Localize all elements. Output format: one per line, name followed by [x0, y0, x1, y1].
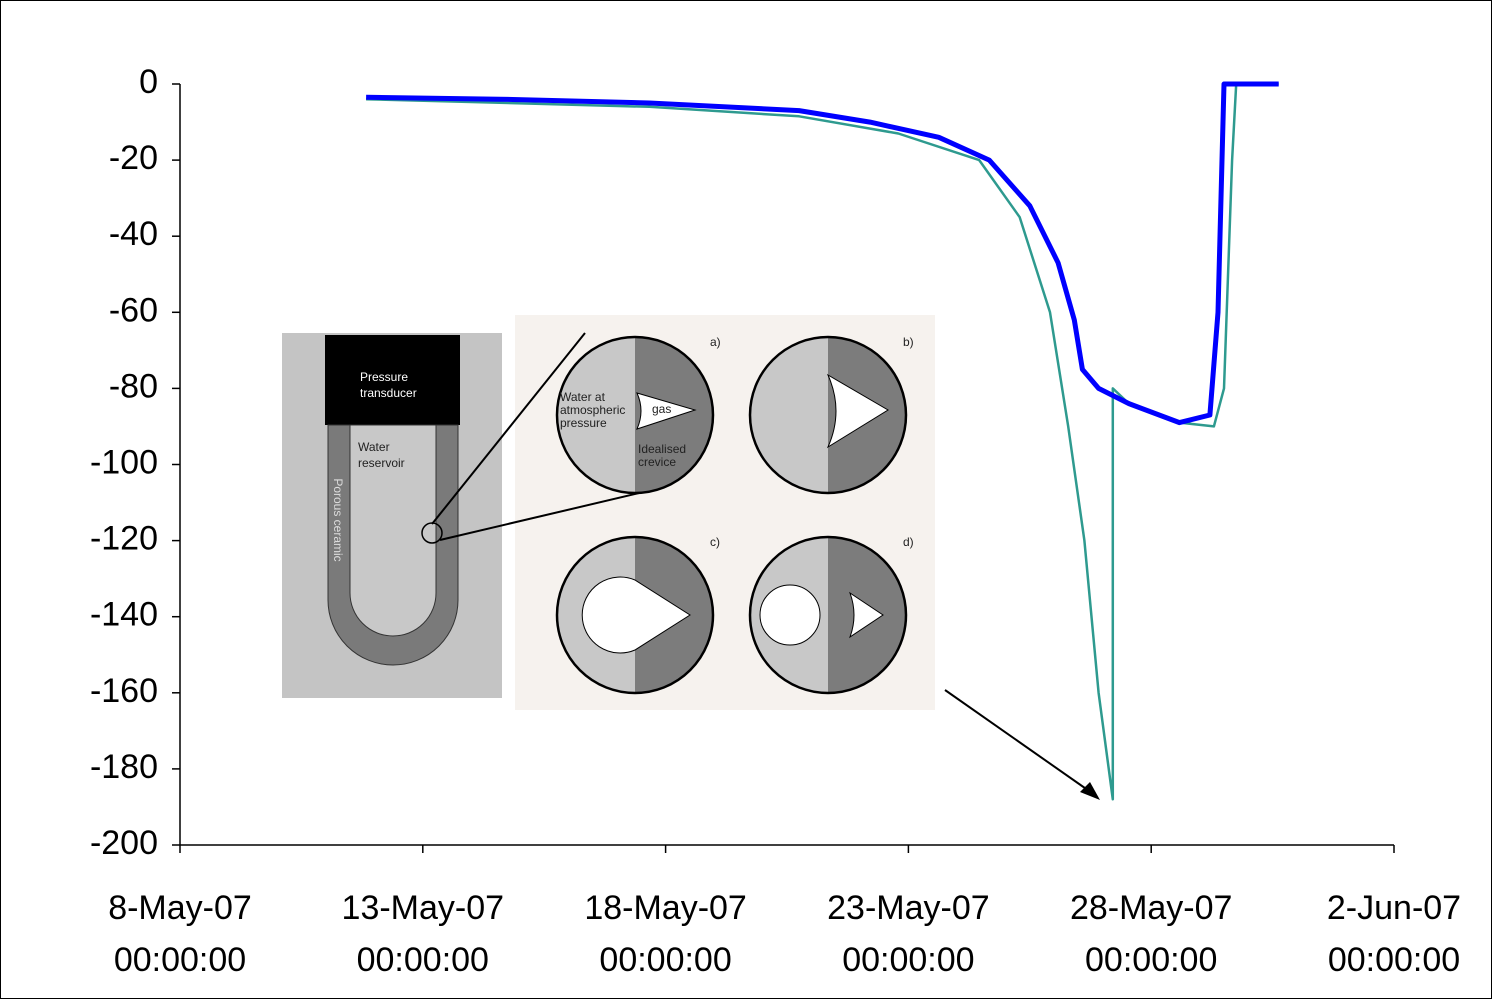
- inset-label: Pressure: [360, 370, 408, 384]
- gas: [849, 591, 884, 639]
- inset-label: Idealised: [638, 442, 686, 456]
- pore-outline: [555, 335, 715, 495]
- y-tick-label: -100: [90, 443, 158, 481]
- x-tick-label: 00:00:00: [1085, 941, 1217, 979]
- y-tick-label: -40: [109, 215, 158, 253]
- bubble: [759, 584, 821, 646]
- x-tick-label: 2-Jun-07: [1327, 889, 1461, 927]
- x-tick-label: 13-May-07: [342, 889, 505, 927]
- pore-outline: [555, 535, 715, 695]
- y-tick-label: -180: [90, 748, 158, 786]
- y-tick-label: -200: [90, 824, 158, 862]
- gas: [826, 373, 889, 449]
- annotation-arrow: [944, 689, 1093, 794]
- x-tick-label: 00:00:00: [842, 941, 974, 979]
- zoom-line: [431, 332, 586, 525]
- y-tick-label: 0: [139, 63, 158, 101]
- y-tick-label: -20: [109, 139, 158, 177]
- inset-label: Water: [358, 440, 390, 454]
- transducer-box: [325, 335, 460, 425]
- inset-label: transducer: [360, 386, 417, 400]
- inset-label: gas: [652, 402, 671, 416]
- y-tick-label: -160: [90, 672, 158, 710]
- zoom-line: [439, 489, 653, 541]
- pore-outline: [748, 535, 908, 695]
- y-tick-label: -60: [109, 291, 158, 329]
- series-line: [366, 82, 1279, 801]
- inset-label: Water at: [560, 390, 606, 404]
- inset-label: atmospheric: [560, 403, 625, 417]
- y-tick-label: -120: [90, 520, 158, 558]
- inset-diagram: a) b) c) d) Pressure transducer Water reservoir…: [282, 315, 935, 710]
- x-tick-label: 28-May-07: [1070, 889, 1233, 927]
- x-tick-label: 00:00:00: [357, 941, 489, 979]
- x-tick-label: 18-May-07: [584, 889, 747, 927]
- inset-label: crevice: [638, 455, 676, 469]
- y-tick-label: -140: [90, 596, 158, 634]
- x-tick-label: 00:00:00: [1328, 941, 1460, 979]
- inset-label: Porous ceramic: [331, 478, 345, 561]
- arrow-head: [1080, 782, 1100, 800]
- panel-label: d): [903, 535, 914, 549]
- gas: [581, 576, 691, 654]
- panel-label: b): [903, 335, 914, 349]
- gas: [636, 392, 697, 430]
- panel-label: c): [710, 535, 720, 549]
- x-tick-label: 00:00:00: [114, 941, 246, 979]
- pore-outline: [748, 335, 908, 495]
- inset-label: pressure: [560, 416, 607, 430]
- x-tick-label: 00:00:00: [599, 941, 731, 979]
- x-tick-label: 8-May-07: [108, 889, 252, 927]
- reservoir: [349, 424, 437, 637]
- x-tick-label: 23-May-07: [827, 889, 990, 927]
- inset-label: reservoir: [358, 456, 405, 470]
- panel-label: a): [710, 335, 721, 349]
- series-line: [366, 81, 1279, 426]
- y-tick-label: -80: [109, 367, 158, 405]
